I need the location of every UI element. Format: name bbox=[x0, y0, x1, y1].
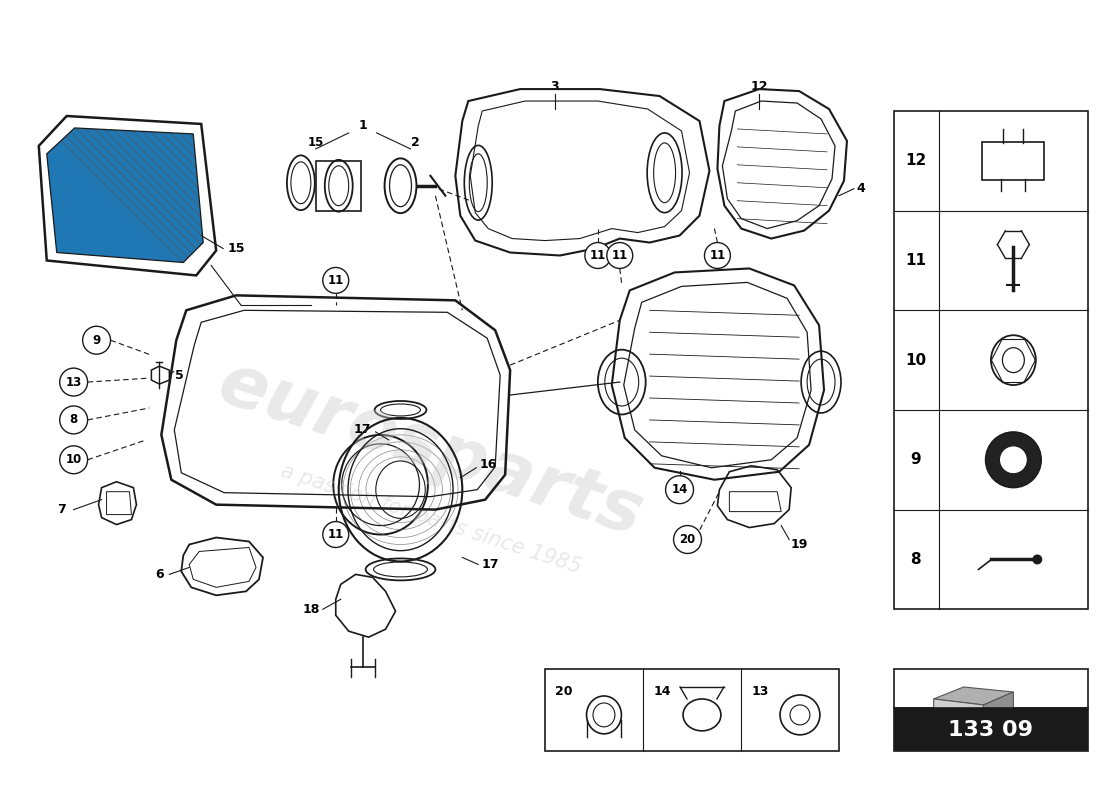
Circle shape bbox=[1032, 554, 1043, 565]
Text: 9: 9 bbox=[92, 334, 101, 346]
Circle shape bbox=[82, 326, 110, 354]
Text: 1: 1 bbox=[359, 119, 367, 133]
Text: 18: 18 bbox=[302, 602, 319, 616]
Text: 20: 20 bbox=[556, 686, 573, 698]
Text: 19: 19 bbox=[791, 538, 807, 551]
Text: 12: 12 bbox=[905, 154, 926, 168]
Polygon shape bbox=[47, 128, 204, 262]
Text: 11: 11 bbox=[328, 528, 344, 541]
Text: 11: 11 bbox=[590, 249, 606, 262]
Text: eurosparts: eurosparts bbox=[209, 349, 651, 551]
Text: 20: 20 bbox=[680, 533, 695, 546]
FancyBboxPatch shape bbox=[894, 708, 1088, 750]
Circle shape bbox=[59, 368, 88, 396]
Text: 17: 17 bbox=[354, 423, 372, 436]
Text: 9: 9 bbox=[911, 452, 921, 467]
Text: 2: 2 bbox=[411, 136, 420, 150]
Text: 5: 5 bbox=[175, 369, 184, 382]
Text: 13: 13 bbox=[66, 375, 81, 389]
Text: 8: 8 bbox=[69, 414, 78, 426]
Text: 7: 7 bbox=[57, 503, 66, 516]
Circle shape bbox=[986, 432, 1042, 488]
Polygon shape bbox=[934, 687, 1013, 705]
Text: 15: 15 bbox=[308, 136, 324, 150]
Circle shape bbox=[1000, 446, 1027, 474]
Text: 4: 4 bbox=[857, 182, 866, 195]
Circle shape bbox=[322, 522, 349, 547]
Text: 14: 14 bbox=[671, 483, 688, 496]
Text: 12: 12 bbox=[750, 79, 768, 93]
Text: 11: 11 bbox=[328, 274, 344, 287]
Text: 10: 10 bbox=[905, 353, 926, 368]
Circle shape bbox=[585, 242, 611, 269]
Text: 11: 11 bbox=[612, 249, 628, 262]
Circle shape bbox=[322, 267, 349, 294]
Circle shape bbox=[607, 242, 632, 269]
Text: 16: 16 bbox=[480, 458, 497, 471]
Text: 10: 10 bbox=[66, 454, 81, 466]
Text: 14: 14 bbox=[653, 686, 671, 698]
Text: 8: 8 bbox=[911, 552, 921, 567]
Circle shape bbox=[704, 242, 730, 269]
Text: 6: 6 bbox=[155, 568, 164, 581]
Text: 11: 11 bbox=[905, 253, 926, 268]
FancyBboxPatch shape bbox=[894, 669, 1088, 708]
Circle shape bbox=[666, 476, 693, 504]
Text: 3: 3 bbox=[551, 79, 559, 93]
Circle shape bbox=[59, 406, 88, 434]
Polygon shape bbox=[934, 699, 983, 722]
Text: 133 09: 133 09 bbox=[948, 719, 1034, 739]
Circle shape bbox=[59, 446, 88, 474]
Circle shape bbox=[673, 526, 702, 554]
Polygon shape bbox=[983, 692, 1013, 722]
Text: 13: 13 bbox=[751, 686, 769, 698]
Text: 15: 15 bbox=[228, 242, 245, 255]
Text: 17: 17 bbox=[482, 558, 499, 571]
Text: a passion for parts since 1985: a passion for parts since 1985 bbox=[277, 462, 583, 578]
Text: 11: 11 bbox=[710, 249, 726, 262]
